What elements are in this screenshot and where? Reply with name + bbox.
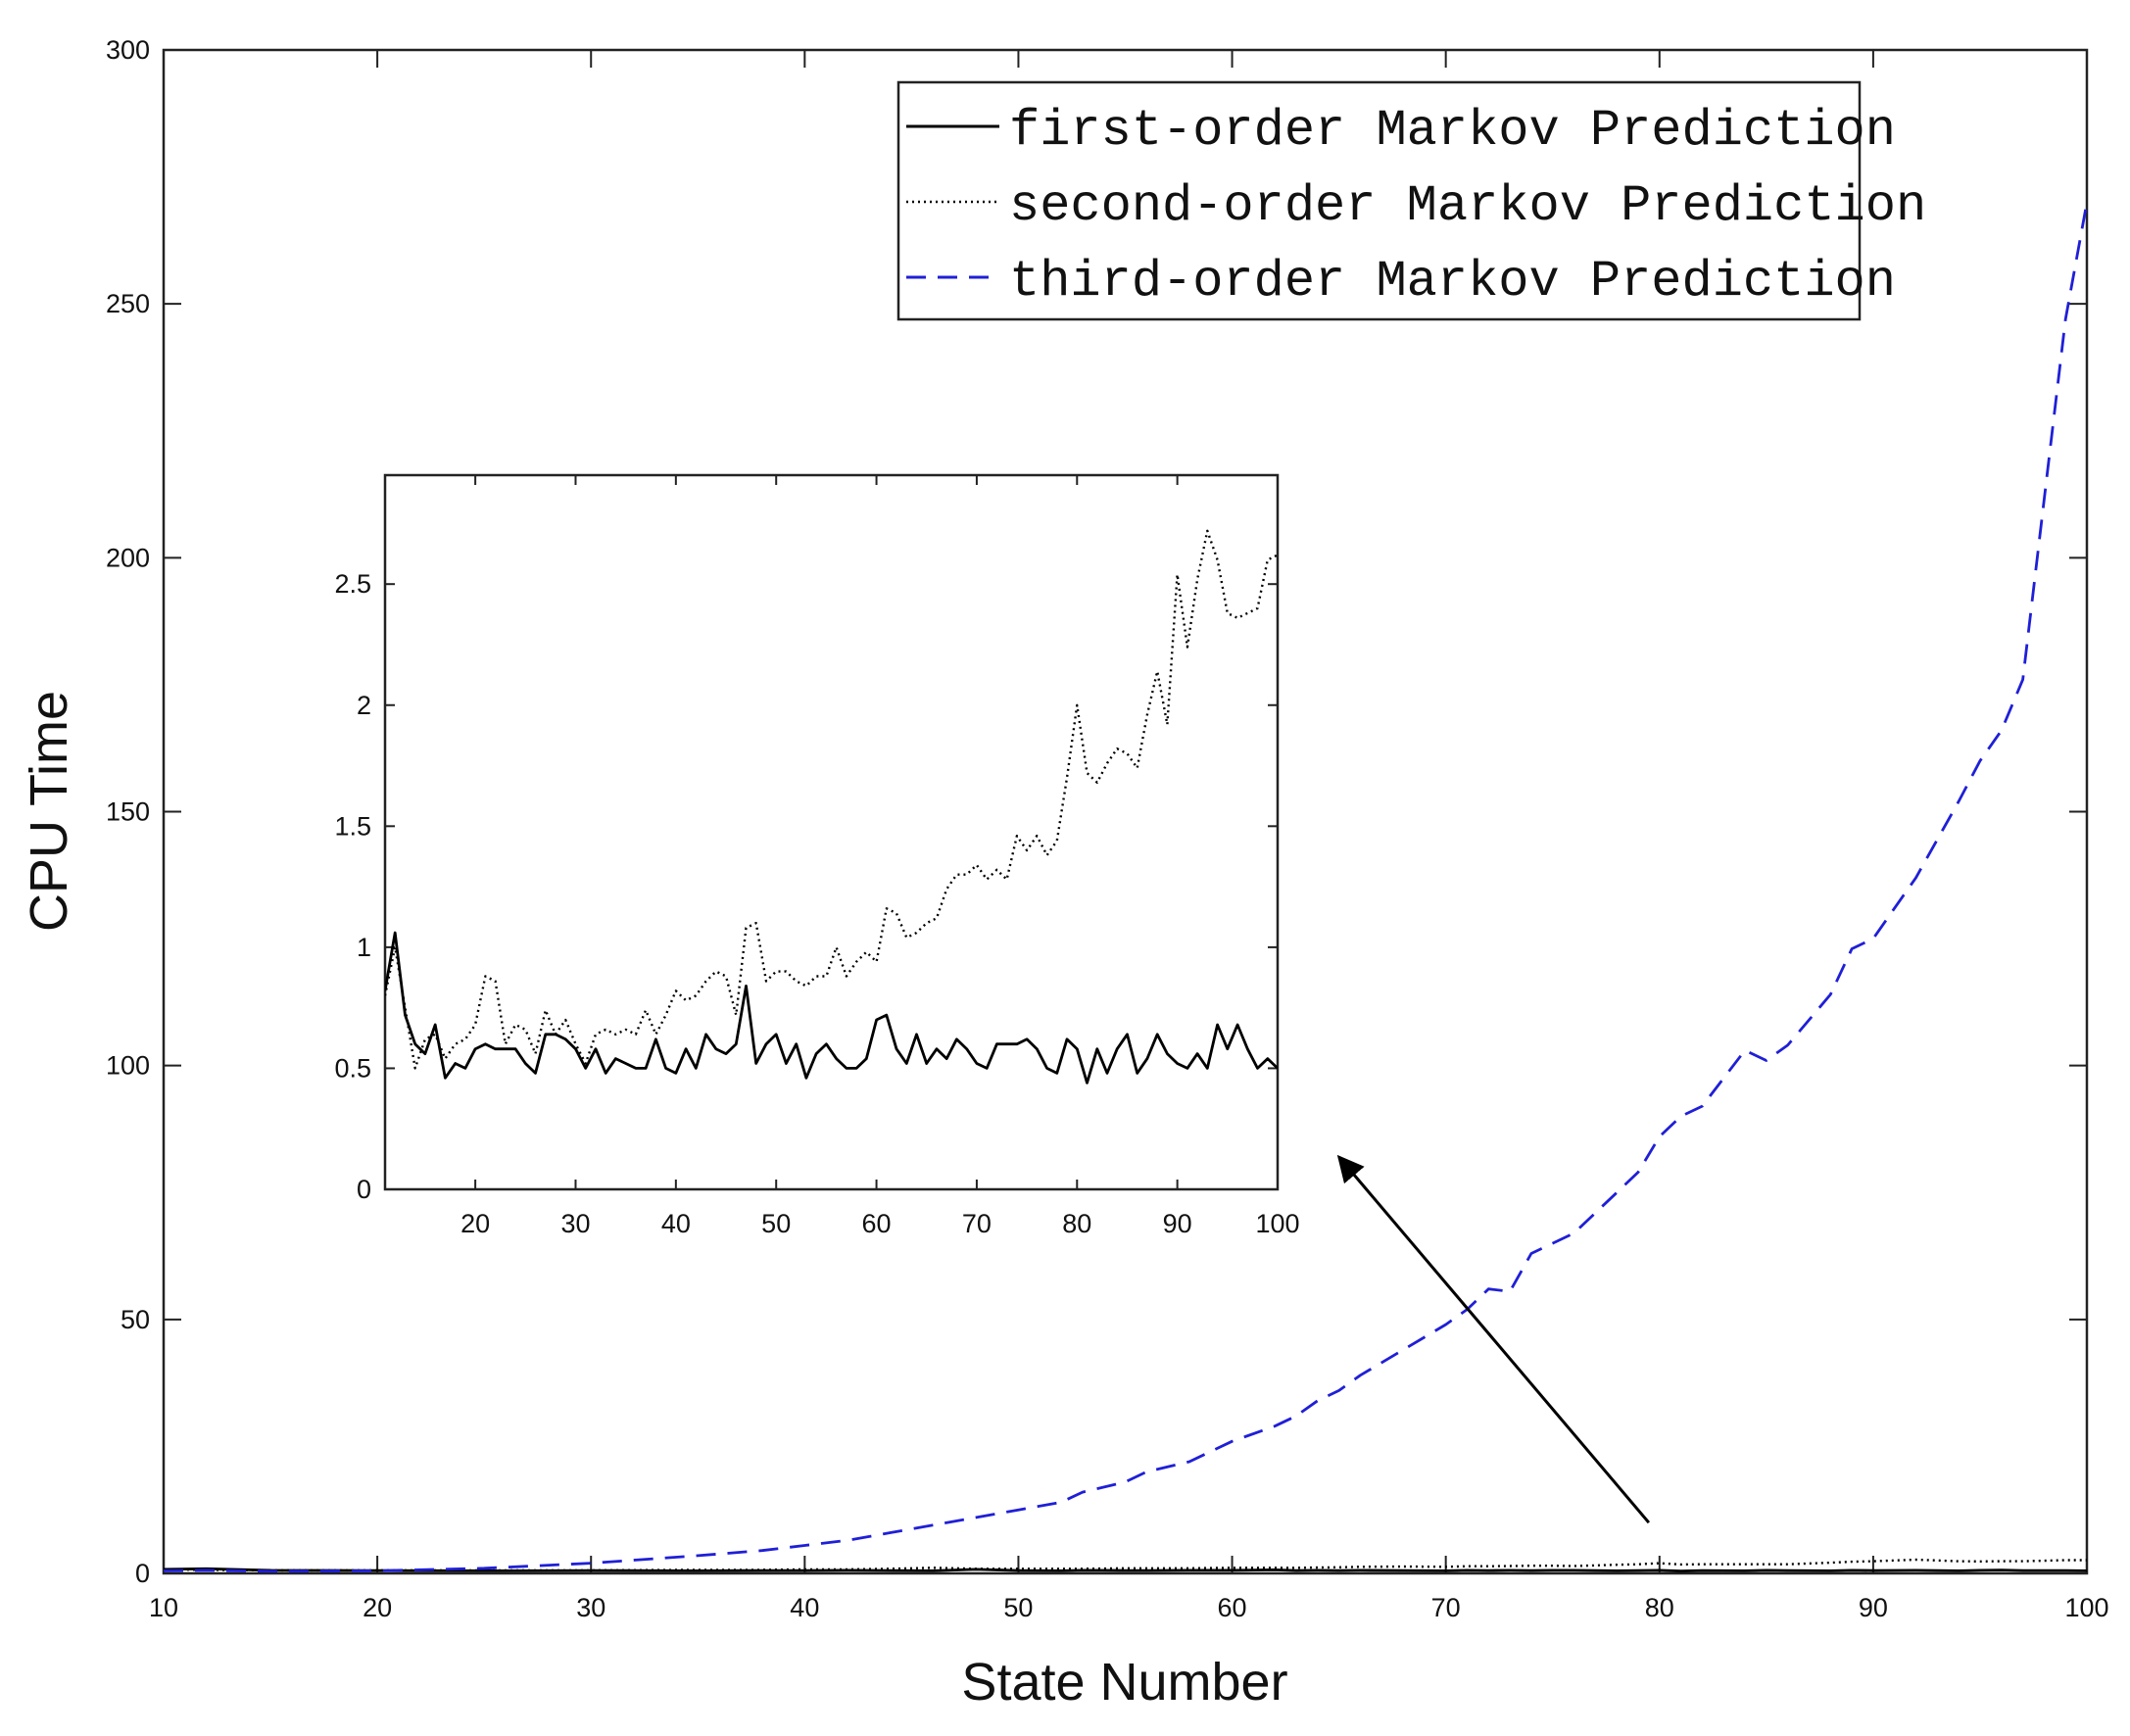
x-axis-title: State Number	[961, 1653, 1287, 1712]
main-xtick-label: 60	[1218, 1593, 1247, 1622]
inset-xtick-label: 50	[761, 1209, 791, 1238]
main-xtick-label: 50	[1003, 1593, 1033, 1622]
inset-ytick-label: 1	[357, 933, 371, 962]
inset-xtick-label: 90	[1163, 1209, 1192, 1238]
main-xtick-label: 80	[1645, 1593, 1674, 1622]
main-ytick-label: 0	[135, 1559, 150, 1588]
inset-ytick-label: 1.5	[334, 811, 371, 841]
main-ytick-label: 200	[106, 543, 150, 572]
main-xtick-label: 100	[2064, 1593, 2108, 1622]
inset-series-2	[385, 529, 1278, 1070]
legend-box	[896, 80, 1862, 321]
inset-ytick-label: 2.5	[334, 569, 371, 599]
main-series-1	[164, 1567, 2087, 1573]
main-series	[164, 202, 2087, 1573]
legend-label-third-order: third-order Markov Prediction	[1009, 253, 1896, 311]
y-axis-title: CPU Time	[20, 691, 78, 932]
main-ytick-label: 300	[106, 35, 150, 65]
main-xtick-label: 40	[790, 1593, 819, 1622]
inset-ytick-label: 0.5	[334, 1053, 371, 1083]
main-ytick-label: 150	[106, 797, 150, 827]
inset-xtick-label: 60	[862, 1209, 892, 1238]
legend-label-second-order: second-order Markov Prediction	[1009, 177, 1926, 235]
zoom-arrow	[1336, 1154, 1651, 1524]
inset-plot-frame	[383, 473, 1280, 1191]
main-ytick-label: 50	[121, 1305, 150, 1334]
inset-ytick-label: 2	[357, 691, 371, 720]
inset-xtick-label: 80	[1062, 1209, 1091, 1238]
inset-series	[385, 529, 1278, 1085]
main-series-2	[164, 1558, 2087, 1572]
inset-ytick-label: 0	[357, 1175, 371, 1204]
inset-series-1	[385, 931, 1278, 1085]
inset-xtick-label: 20	[460, 1209, 490, 1238]
legend: first-order Markov Prediction second-ord…	[896, 80, 1926, 321]
main-xtick-label: 20	[363, 1593, 392, 1622]
main-xtick-label: 70	[1431, 1593, 1461, 1622]
inset-xtick-label: 30	[560, 1209, 590, 1238]
inset-xtick-label: 70	[962, 1209, 992, 1238]
legend-label-first-order: first-order Markov Prediction	[1009, 102, 1896, 160]
main-ytick-label: 100	[106, 1051, 150, 1081]
inset-ticks: 20 30 40 50 60 70 80 90 100 0 0.5 1 1.5 2 2.5	[334, 475, 1300, 1238]
main-xtick-label: 90	[1859, 1593, 1888, 1622]
main-ytick-label: 250	[106, 289, 150, 318]
main-xtick-label: 10	[149, 1593, 178, 1622]
inset-xtick-label: 100	[1255, 1209, 1299, 1238]
inset-plot: 20 30 40 50 60 70 80 90 100 0 0.5 1 1.5 2 2.5	[334, 473, 1300, 1238]
main-xtick-label: 30	[576, 1593, 605, 1622]
inset-xtick-label: 40	[661, 1209, 691, 1238]
